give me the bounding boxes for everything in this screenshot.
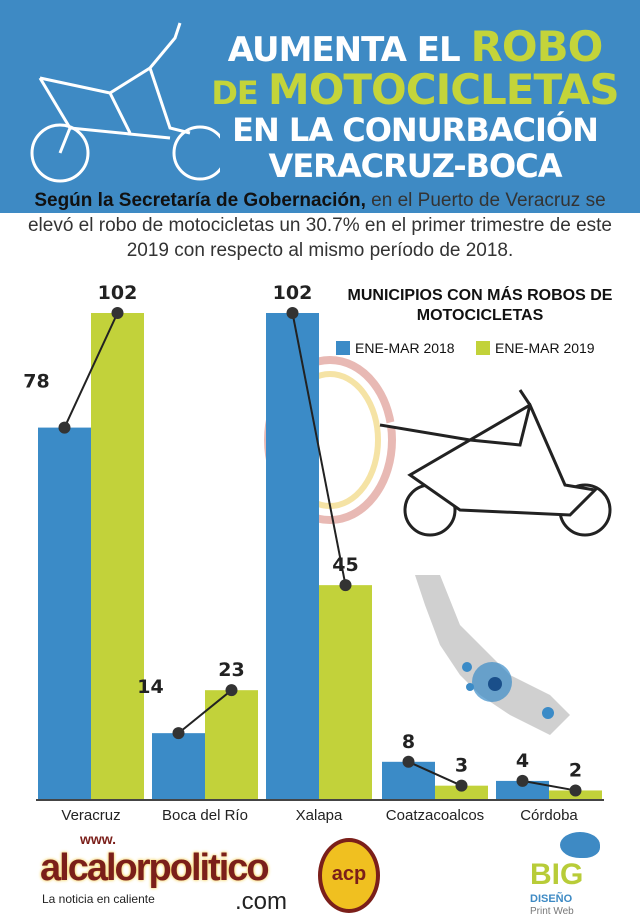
category-label: Xalapa (296, 807, 343, 824)
data-point (58, 421, 71, 434)
footer: www. alcalorpolitico La noticia en calie… (0, 830, 640, 918)
bar-2019 (205, 690, 258, 800)
title-line-4: VERACRUZ-BOCA (268, 147, 563, 185)
data-label: 102 (273, 282, 313, 304)
data-label: 3 (455, 755, 468, 777)
data-point (455, 779, 468, 792)
veracruz-map (415, 575, 570, 735)
data-label: 2 (569, 759, 582, 781)
category-label: Veracruz (61, 807, 120, 824)
intro-text: Según la Secretaría de Gobernación, en e… (27, 190, 613, 261)
data-label: 23 (218, 659, 244, 681)
bar-2019 (91, 313, 144, 800)
data-point (225, 684, 238, 697)
data-label: 78 (23, 371, 49, 393)
header-banner: AUMENTA EL ROBO DE MOTOCICLETAS EN LA CO… (0, 0, 640, 213)
bar-chart: Veracruz Boca del Río Xalapa Coatzacoalcos C… (23, 282, 604, 824)
data-point (402, 755, 415, 768)
brand-www: www. (80, 831, 117, 847)
bar-2018 (152, 733, 205, 800)
bar-2018 (266, 313, 319, 800)
data-point (339, 579, 352, 592)
brand-tagline: La noticia en caliente (42, 892, 155, 906)
legend-swatch (336, 341, 350, 355)
brand-logo: alcalorpolitico (40, 847, 270, 889)
data-label: 4 (516, 750, 529, 772)
acp-seal-logo: acp (318, 838, 380, 913)
data-point (172, 727, 185, 740)
elephant-icon (560, 832, 600, 858)
big-printweb: Print Web (530, 906, 574, 917)
connector-line (522, 779, 576, 792)
title-line-2: DE MOTOCICLETAS (211, 65, 619, 114)
scooter-illustration-2 (379, 389, 612, 537)
chart-title: MUNICIPIOS CON MÁS ROBOS DE MOTOCICLETAS (347, 287, 613, 324)
big-diseno: DISEÑO (530, 893, 573, 905)
scooter-illustration (30, 22, 220, 183)
data-label: 8 (402, 731, 415, 753)
data-point (286, 307, 299, 319)
bar-2018 (496, 780, 549, 800)
legend-swatch (476, 341, 490, 355)
bar-2019 (435, 785, 488, 800)
bar-2019 (319, 585, 372, 800)
connector-line (291, 312, 347, 586)
big-logo: BIG (530, 858, 584, 891)
data-point (569, 784, 582, 797)
connector-line (63, 312, 119, 429)
title-line-1: AUMENTA EL ROBO (227, 22, 604, 71)
brand-com: .com (235, 888, 288, 915)
data-point (516, 774, 529, 787)
legend-2018: ENE-MAR 2018 (336, 340, 455, 356)
data-point (111, 307, 124, 319)
title-line-3: EN LA CONURBACIÓN (232, 111, 599, 149)
category-label: Coatzacoalcos (386, 807, 484, 824)
connector-line (177, 689, 233, 734)
data-label: 102 (98, 282, 138, 304)
category-label: Córdoba (520, 807, 578, 824)
legend-2019: ENE-MAR 2019 (476, 340, 595, 356)
bar-2018 (382, 761, 435, 800)
data-label: 14 (137, 676, 163, 698)
bar-2018 (38, 427, 91, 800)
category-label: Boca del Río (162, 807, 248, 824)
data-label: 45 (332, 554, 358, 576)
connector-line (408, 760, 462, 787)
